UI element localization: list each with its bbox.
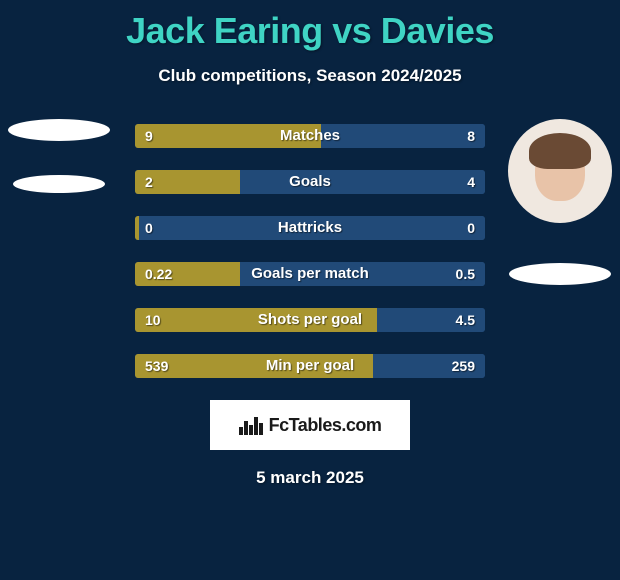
- avatar-ellipse-icon: [8, 119, 110, 141]
- player-right-avatar-block: [508, 119, 612, 285]
- stat-label: Matches: [135, 124, 485, 148]
- player-right-avatar: [508, 119, 612, 223]
- player-left-avatar-block: [8, 119, 110, 193]
- avatar-shadow-icon: [13, 175, 105, 193]
- stat-row: 00Hattricks: [135, 216, 485, 240]
- stat-label: Hattricks: [135, 216, 485, 240]
- stat-label: Shots per goal: [135, 308, 485, 332]
- stat-row: 98Matches: [135, 124, 485, 148]
- stat-row: 539259Min per goal: [135, 354, 485, 378]
- avatar-shadow-icon: [509, 263, 611, 285]
- stat-label: Min per goal: [135, 354, 485, 378]
- page-title: Jack Earing vs Davies: [0, 0, 620, 52]
- stat-row: 0.220.5Goals per match: [135, 262, 485, 286]
- logo-text: FcTables.com: [269, 415, 382, 436]
- stat-label: Goals per match: [135, 262, 485, 286]
- bar-chart-icon: [239, 415, 263, 435]
- stat-row: 104.5Shots per goal: [135, 308, 485, 332]
- stat-label: Goals: [135, 170, 485, 194]
- subtitle: Club competitions, Season 2024/2025: [0, 66, 620, 86]
- comparison-panel: 98Matches 24Goals 00Hattricks 0.220.5Goals …: [0, 124, 620, 378]
- source-logo: FcTables.com: [210, 400, 410, 450]
- stat-bars: 98Matches 24Goals 00Hattricks 0.220.5Goals …: [135, 124, 485, 378]
- date-label: 5 march 2025: [0, 468, 620, 488]
- stat-row: 24Goals: [135, 170, 485, 194]
